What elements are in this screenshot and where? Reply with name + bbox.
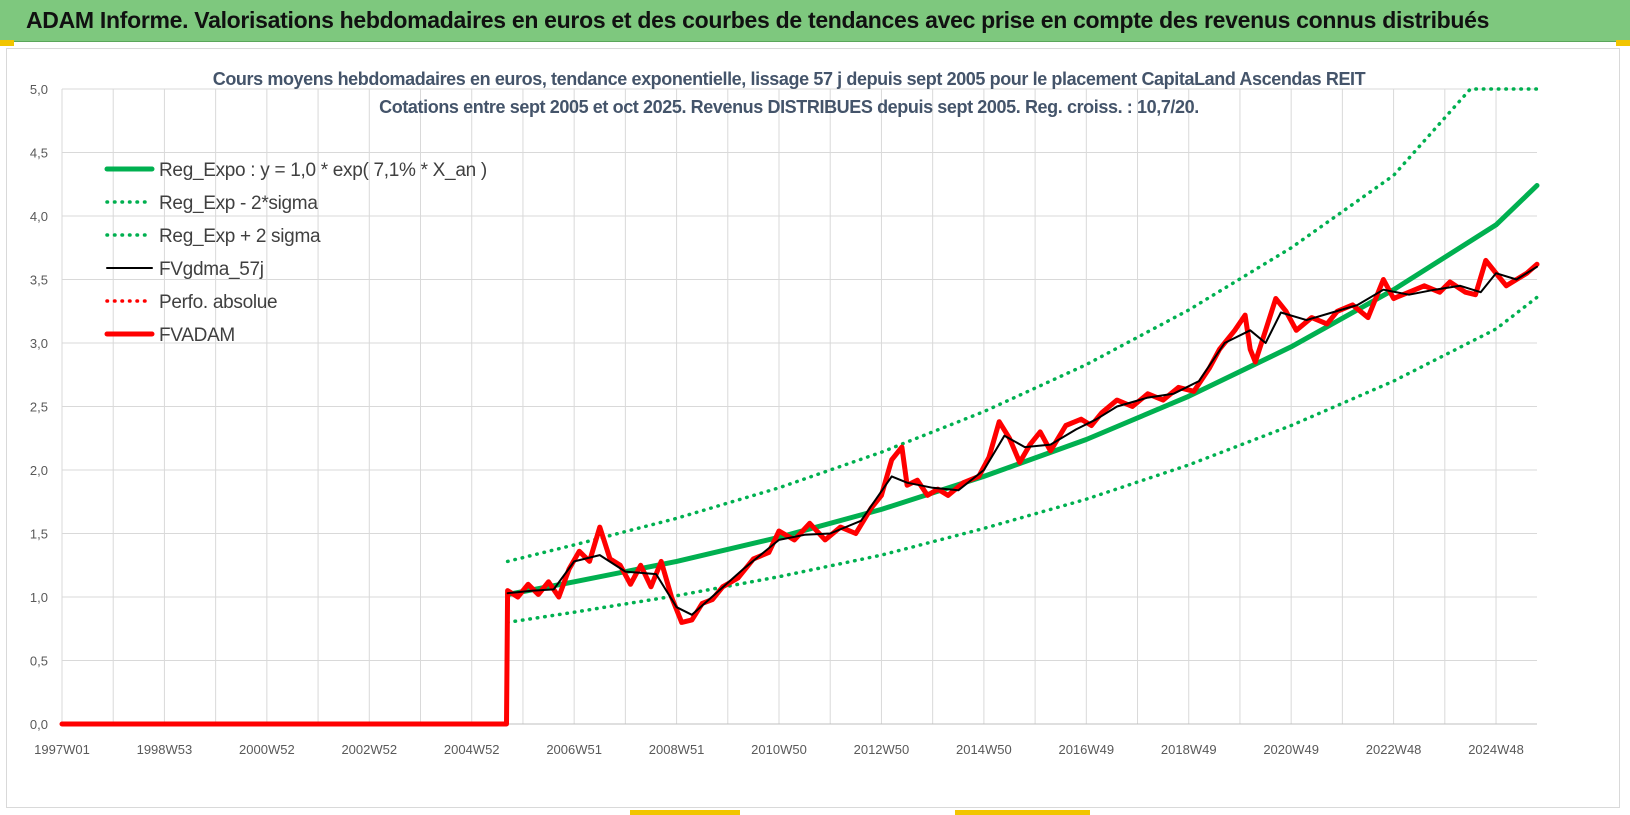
corner-mark-left	[0, 40, 14, 46]
bottom-strip-left	[630, 810, 740, 815]
x-tick-label: 2002W52	[341, 742, 397, 757]
chart-title-line: Cotations entre sept 2005 et oct 2025. R…	[379, 97, 1199, 117]
y-tick-label: 1,0	[30, 590, 48, 605]
series-line-2	[505, 87, 1539, 564]
legend-label: Reg_Expo : y = 1,0 * exp( 7,1% * X_an )	[159, 160, 487, 181]
legend-label: Perfo. absolue	[159, 292, 277, 313]
bottom-strip-right	[955, 810, 1090, 815]
legend-label: Reg_Exp + 2 sigma	[159, 226, 321, 247]
y-tick-label: 4,0	[30, 209, 48, 224]
x-tick-label: 2024W48	[1468, 742, 1524, 757]
legend-label: FVgdma_57j	[159, 259, 264, 280]
series-line-5	[59, 257, 1540, 727]
report-title: ADAM Informe. Valorisations hebdomadaire…	[26, 7, 1490, 33]
x-tick-label: 2012W50	[854, 742, 910, 757]
y-tick-label: 3,5	[30, 273, 48, 288]
x-tick-label: 2020W49	[1263, 742, 1319, 757]
x-tick-label: 2004W52	[444, 742, 500, 757]
report-banner: ADAM Informe. Valorisations hebdomadaire…	[0, 0, 1630, 42]
x-tick-label: 2022W48	[1366, 742, 1422, 757]
legend-label: Reg_Exp - 2*sigma	[159, 193, 318, 214]
x-tick-label: 2000W52	[239, 742, 295, 757]
y-tick-label: 3,0	[30, 336, 48, 351]
chart-frame: 0,0 0,5 1,0 1,5 2,0 2,5 3,0 3,5 4,0 4,5 5,0 1997W01…	[6, 48, 1620, 808]
y-tick-label: 4,5	[30, 146, 48, 161]
x-tick-label: 2014W50	[956, 742, 1012, 757]
corner-mark-right	[1616, 40, 1630, 46]
x-tick-label: 2010W50	[751, 742, 807, 757]
y-tick-label: 0,5	[30, 654, 48, 669]
legend-label: FVADAM	[159, 325, 235, 346]
x-tick-label: 2006W51	[546, 742, 602, 757]
x-tick-label: 1997W01	[34, 742, 90, 757]
x-tick-label: 2016W49	[1058, 742, 1114, 757]
x-tick-label: 2018W49	[1161, 742, 1217, 757]
series-line-1	[505, 295, 1539, 625]
price-trend-chart: 0,0 0,5 1,0 1,5 2,0 2,5 3,0 3,5 4,0 4,5 5,0 1997W01…	[30, 69, 1540, 757]
series-line-3	[506, 265, 1538, 616]
y-tick-label: 0,0	[30, 717, 48, 732]
y-tick-label: 1,5	[30, 527, 48, 542]
x-tick-label: 1998W53	[137, 742, 193, 757]
x-tick-label: 2008W51	[649, 742, 705, 757]
y-tick-label: 5,0	[30, 82, 48, 97]
y-tick-label: 2,0	[30, 463, 48, 478]
y-tick-label: 2,5	[30, 400, 48, 415]
chart-title-line: Cours moyens hebdomadaires en euros, ten…	[213, 69, 1366, 89]
